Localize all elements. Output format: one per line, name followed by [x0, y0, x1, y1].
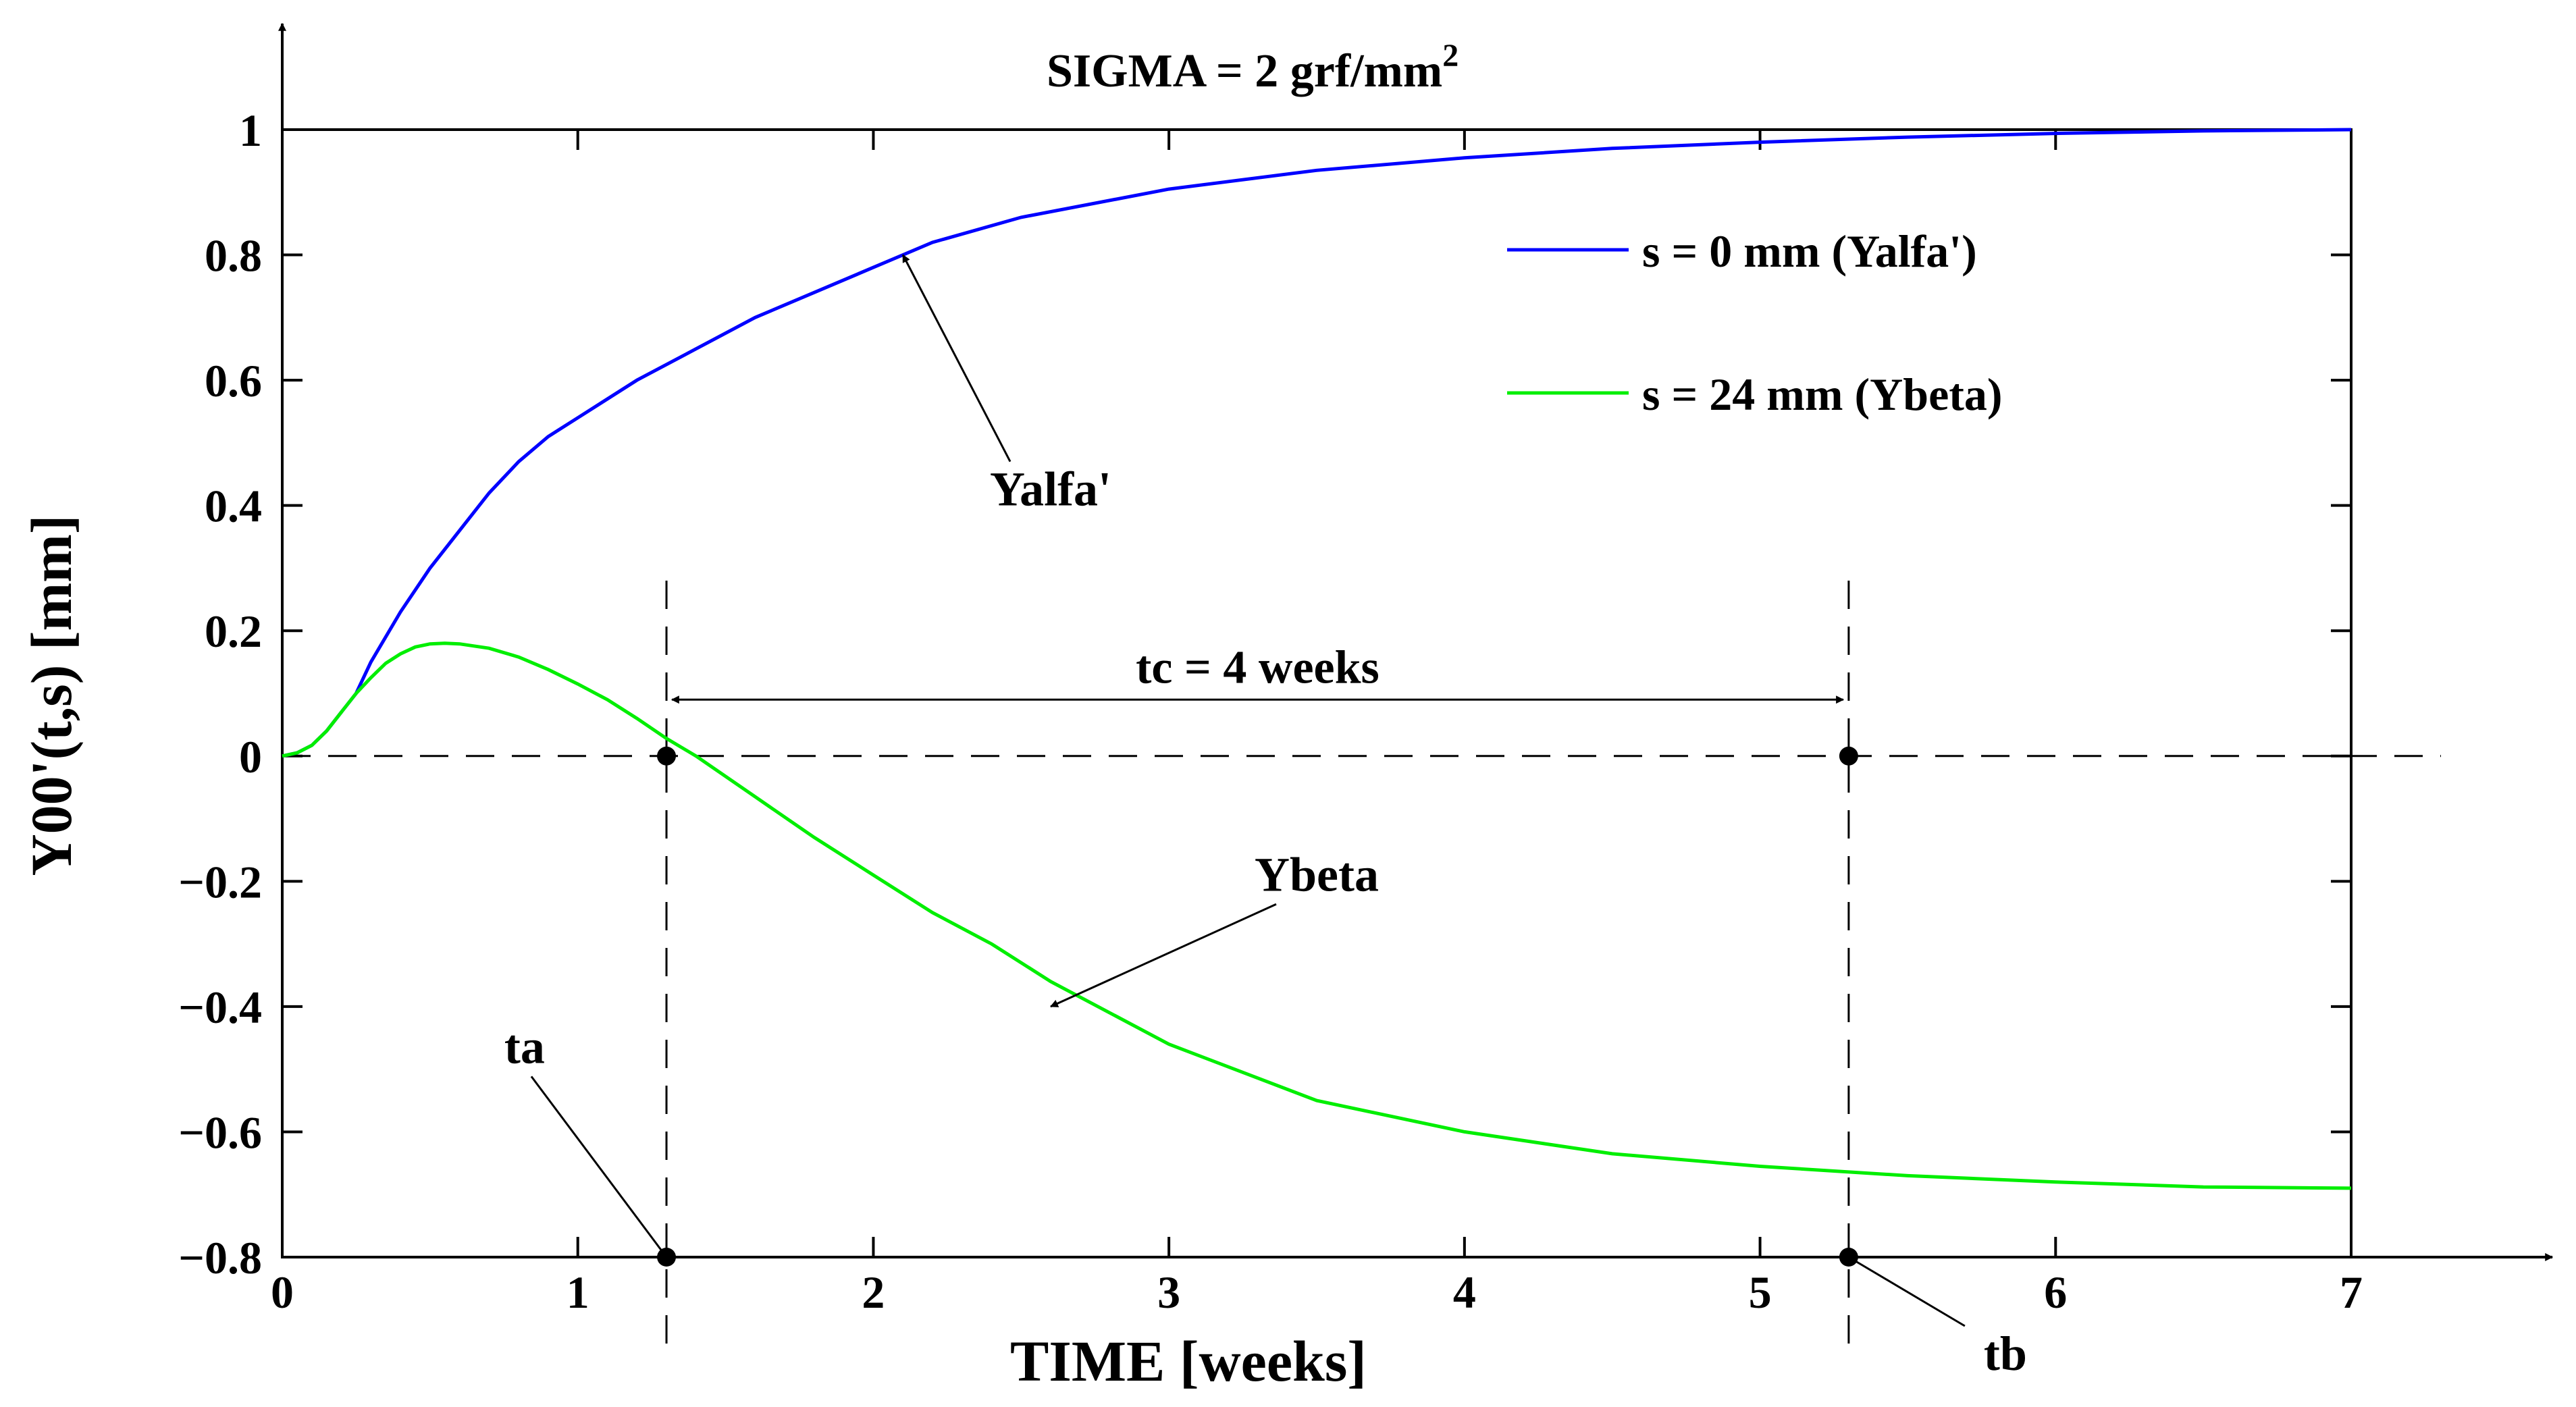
- chart-title-main: SIGMA = 2 grf/mm: [1047, 45, 1442, 97]
- y-tick-label: 0.6: [205, 355, 262, 406]
- y-axis-label: Y00'(t,s) [mm]: [19, 515, 84, 876]
- axis-ticks: 0 1 2 3 4 5 6 7 1 0.8 0.6 0.4 0.2 0 −0.2 −0.4 −0.6 −0.8: [178, 105, 2363, 1318]
- annotation-label: ta: [504, 1019, 545, 1073]
- legend-label-ybeta: s = 24 mm (Ybeta): [1642, 369, 2003, 420]
- y-tick-label: 0.4: [205, 481, 262, 532]
- chart-title: SIGMA = 2 grf/mm2: [1047, 38, 1458, 97]
- annotation-arrow: [1847, 1256, 1966, 1327]
- annotation-label: Yalfa': [990, 462, 1111, 516]
- y-tick-label: −0.6: [178, 1107, 262, 1158]
- chart-title-superscript: 2: [1442, 38, 1458, 74]
- y-tick-label: −0.4: [178, 982, 262, 1033]
- x-tick-label: 7: [2340, 1267, 2363, 1318]
- annotation-label: Ybeta: [1255, 847, 1379, 901]
- x-tick-label: 0: [271, 1267, 294, 1318]
- point-marker: [657, 746, 677, 766]
- tc-span-label: tc = 4 weeks: [1136, 641, 1379, 693]
- x-tick-label: 3: [1157, 1267, 1180, 1318]
- x-axis-label: TIME [weeks]: [1010, 1329, 1367, 1393]
- y-tick-label: −0.2: [178, 856, 262, 907]
- y-tick-label: −0.8: [178, 1232, 262, 1283]
- x-tick-label: 4: [1453, 1267, 1476, 1318]
- legend-label-yalfa: s = 0 mm (Yalfa'): [1642, 225, 1977, 277]
- y-tick-label: 1: [239, 105, 262, 156]
- x-tick-label: 6: [2044, 1267, 2067, 1318]
- point-markers: [657, 746, 1858, 1267]
- point-marker: [1839, 746, 1858, 766]
- annotation-arrow: [901, 254, 1011, 462]
- annotation-arrow: [1049, 903, 1277, 1008]
- annotation-arrow: [530, 1076, 668, 1258]
- x-tick-label: 5: [1749, 1267, 1772, 1318]
- annotation-label: tb: [1984, 1327, 2027, 1381]
- y-tick-label: 0: [239, 731, 262, 782]
- x-tick-label: 2: [862, 1267, 885, 1318]
- x-tick-label: 1: [567, 1267, 589, 1318]
- legend: s = 0 mm (Yalfa') s = 24 mm (Ybeta): [1507, 225, 2003, 420]
- y-tick-label: 0.2: [205, 606, 262, 657]
- series-line-ybeta: [282, 641, 2352, 1190]
- y-tick-label: 0.8: [205, 230, 262, 282]
- annotations: Yalfa' Ybeta ta tb: [504, 254, 2027, 1381]
